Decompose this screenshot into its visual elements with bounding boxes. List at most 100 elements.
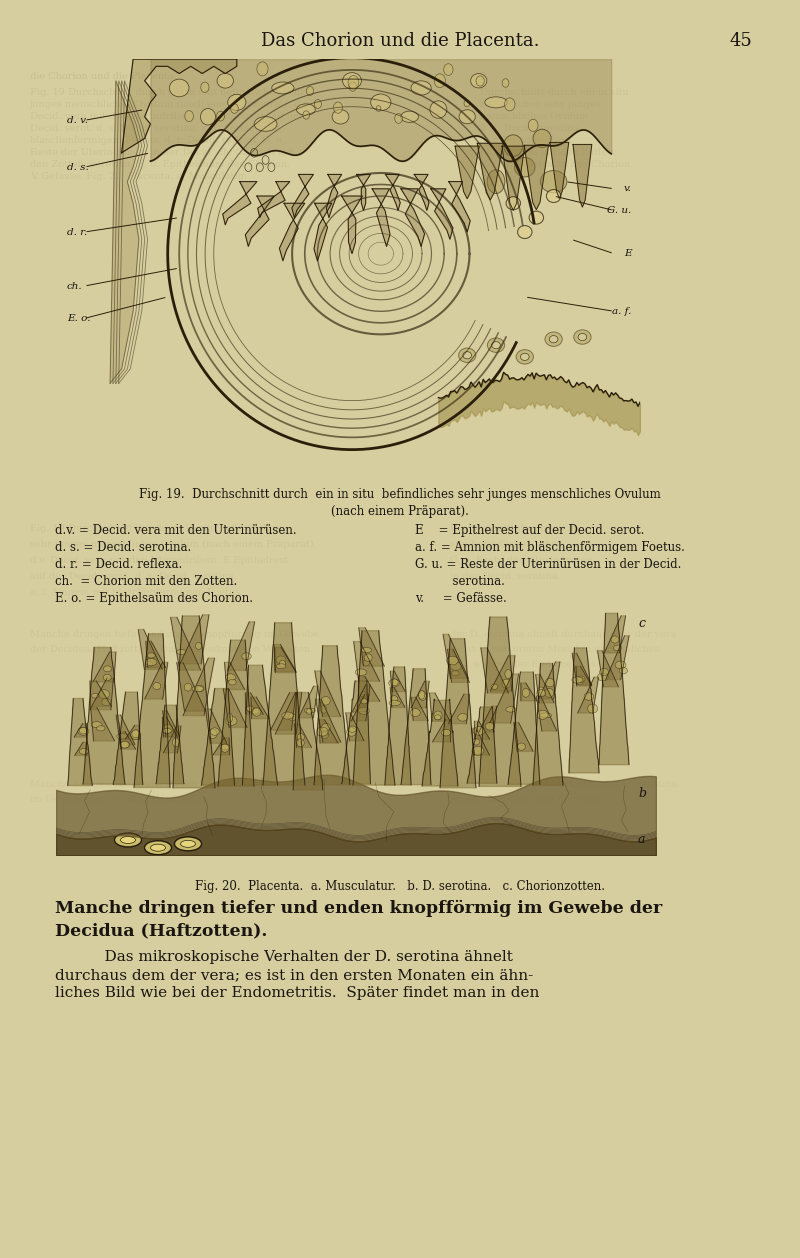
Ellipse shape	[348, 726, 357, 732]
Polygon shape	[319, 720, 338, 743]
Polygon shape	[598, 650, 618, 687]
Ellipse shape	[361, 698, 367, 704]
Polygon shape	[430, 693, 450, 721]
Ellipse shape	[319, 731, 328, 736]
Polygon shape	[275, 692, 302, 735]
Ellipse shape	[533, 130, 551, 147]
Ellipse shape	[170, 79, 189, 97]
Ellipse shape	[418, 691, 425, 699]
Ellipse shape	[473, 738, 479, 745]
Polygon shape	[422, 699, 458, 786]
Ellipse shape	[419, 691, 426, 701]
Polygon shape	[183, 658, 214, 716]
Polygon shape	[433, 720, 451, 742]
Circle shape	[505, 98, 515, 111]
Polygon shape	[550, 142, 569, 199]
Polygon shape	[479, 616, 521, 786]
Ellipse shape	[210, 728, 219, 735]
Polygon shape	[521, 683, 537, 701]
Polygon shape	[177, 663, 206, 711]
Ellipse shape	[120, 741, 129, 749]
Ellipse shape	[434, 715, 441, 720]
Ellipse shape	[147, 653, 155, 658]
Text: sehr junges menschliches Ovulum (nach einem Praparat).: sehr junges menschliches Ovulum (nach ei…	[30, 540, 317, 550]
Ellipse shape	[272, 82, 294, 94]
Polygon shape	[246, 196, 274, 247]
Text: G. u. = Reste der Uterinürüsen in der Decid.: G. u. = Reste der Uterinürüsen in der De…	[415, 559, 682, 571]
Polygon shape	[170, 618, 201, 671]
Text: a. f.: a. f.	[612, 307, 631, 316]
Polygon shape	[270, 693, 296, 731]
Text: Das Chorion und die Placenta.: Das Chorion und die Placenta.	[261, 31, 539, 50]
Ellipse shape	[132, 730, 139, 738]
Polygon shape	[173, 616, 215, 788]
Polygon shape	[314, 671, 341, 717]
Polygon shape	[274, 644, 296, 672]
Ellipse shape	[177, 649, 186, 654]
Polygon shape	[223, 688, 247, 727]
Polygon shape	[294, 725, 311, 747]
Ellipse shape	[316, 727, 328, 736]
Text: Das mikroskopische Verhalten der D. serotina: Das mikroskopische Verhalten der D. sero…	[450, 780, 678, 789]
Ellipse shape	[322, 697, 330, 704]
Polygon shape	[326, 175, 342, 218]
Ellipse shape	[162, 728, 172, 733]
Text: E: E	[624, 249, 631, 258]
Text: E    = Epithelrest auf der Decid. serot.: E = Epithelrest auf der Decid. serot.	[415, 525, 644, 537]
Ellipse shape	[192, 686, 203, 692]
Ellipse shape	[401, 111, 418, 122]
Polygon shape	[514, 722, 533, 751]
Polygon shape	[202, 688, 234, 785]
Text: d. r. Decid. reflexa.: d. r. Decid. reflexa.	[480, 136, 574, 145]
Polygon shape	[502, 146, 525, 210]
Polygon shape	[572, 653, 592, 684]
Polygon shape	[508, 672, 540, 785]
Ellipse shape	[450, 662, 462, 671]
Polygon shape	[401, 669, 431, 785]
Ellipse shape	[410, 708, 420, 717]
Ellipse shape	[197, 686, 204, 692]
Circle shape	[444, 64, 453, 75]
Polygon shape	[83, 648, 125, 784]
Polygon shape	[455, 146, 479, 199]
Ellipse shape	[538, 687, 545, 696]
Ellipse shape	[246, 706, 254, 711]
Ellipse shape	[103, 665, 112, 672]
Ellipse shape	[247, 706, 254, 712]
Ellipse shape	[545, 332, 562, 346]
Ellipse shape	[514, 157, 535, 177]
Ellipse shape	[485, 97, 507, 108]
Circle shape	[464, 99, 470, 107]
Polygon shape	[535, 674, 554, 703]
Text: der Decidua (Haftzotten). Das mikroskopische Verhalten: der Decidua (Haftzotten). Das mikroskopi…	[30, 645, 310, 654]
Polygon shape	[134, 634, 170, 788]
Polygon shape	[449, 181, 470, 231]
Ellipse shape	[103, 674, 111, 681]
Polygon shape	[146, 642, 166, 668]
Text: d.v. = Decid. vera mit den Uterinürüsen.: d.v. = Decid. vera mit den Uterinürüsen.	[55, 525, 297, 537]
Ellipse shape	[162, 725, 173, 733]
Text: d. v.: d. v.	[67, 116, 88, 125]
Polygon shape	[93, 652, 116, 682]
Ellipse shape	[540, 171, 567, 192]
Ellipse shape	[578, 676, 585, 682]
Circle shape	[230, 103, 238, 113]
Polygon shape	[604, 615, 626, 653]
Text: befindliches sehr junges: befindliches sehr junges	[480, 99, 601, 109]
Text: d. s.: d. s.	[67, 162, 89, 171]
Polygon shape	[411, 682, 429, 708]
Polygon shape	[145, 663, 168, 699]
Ellipse shape	[358, 707, 370, 715]
Polygon shape	[314, 204, 332, 260]
Text: Fig. 20.  Placenta.  a. Musculatur.   b. D. serotina.   c. Chorionzotten.: Fig. 20. Placenta. a. Musculatur. b. D. …	[195, 881, 605, 893]
Text: G. u.: G. u.	[607, 206, 631, 215]
Polygon shape	[414, 175, 429, 210]
Ellipse shape	[521, 353, 529, 361]
Ellipse shape	[120, 742, 130, 747]
Ellipse shape	[472, 746, 484, 755]
Polygon shape	[90, 681, 111, 707]
Ellipse shape	[322, 732, 328, 738]
Text: durchaus dem der vera; es ist in den ersten Monaten ein ähn-: durchaus dem der vera; es ist in den ers…	[55, 967, 534, 982]
Ellipse shape	[588, 704, 598, 713]
Text: V. Gefasse. Fig. 20. Placenta. a. Musculatiir.: V. Gefasse. Fig. 20. Placenta. a. Muscul…	[30, 172, 247, 181]
